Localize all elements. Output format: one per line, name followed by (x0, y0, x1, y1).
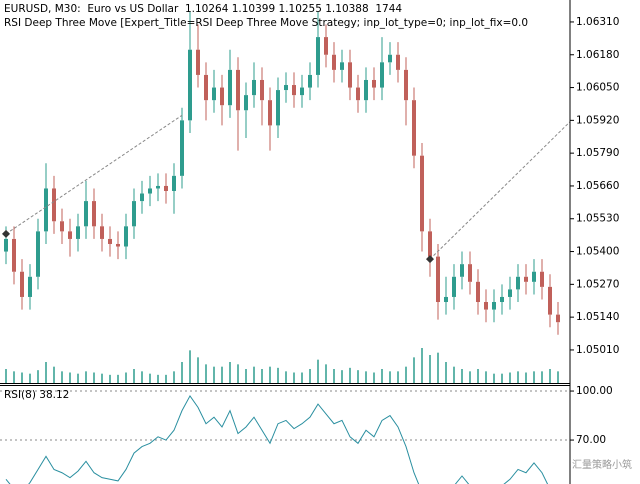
candle-body (4, 238, 8, 252)
candle-body (260, 79, 264, 101)
rsi-title: RSI(8) 38.12 (4, 389, 69, 401)
candle-body (228, 69, 232, 106)
trade-line (5, 114, 183, 235)
candle-body (380, 62, 384, 88)
candle-body (284, 85, 288, 91)
candle-body (412, 100, 416, 156)
candle-body (436, 256, 440, 303)
candle-body (420, 155, 424, 232)
candle-body (292, 85, 296, 96)
y-tick-label: 70.00 (576, 434, 606, 446)
y-tick-label: 1.05660 (576, 180, 619, 192)
candle-body (532, 271, 536, 282)
candle-body (252, 79, 256, 96)
chart-title: EURUSD, M30: Euro vs US Dollar 1.10264 1… (4, 3, 402, 15)
candle-body (204, 74, 208, 101)
candle-body (108, 238, 112, 244)
candle-body (84, 201, 88, 227)
candle-body (556, 314, 560, 323)
candle-body (268, 100, 272, 126)
candle-body (76, 226, 80, 239)
candle-body (428, 231, 432, 257)
candle-body (148, 188, 152, 194)
candle-body (20, 271, 24, 297)
candles (2, 11, 570, 383)
y-tick-label: 1.05010 (576, 344, 619, 356)
candle-body (500, 296, 504, 303)
candle-body (388, 54, 392, 63)
y-tick-label: 1.05400 (576, 246, 619, 258)
candle-body (116, 243, 120, 247)
candle-body (548, 286, 552, 315)
candle-body (12, 238, 16, 272)
candle-body (180, 120, 184, 176)
candle-body (156, 185, 160, 189)
y-tick-label: 1.06050 (576, 82, 619, 94)
candle-body (372, 79, 376, 88)
candle-body (524, 276, 528, 282)
candle-body (332, 54, 336, 70)
header-box: EURUSD, M30: Euro vs US Dollar 1.10264 1… (4, 3, 528, 29)
candle-body (540, 271, 544, 287)
candle-body (100, 226, 104, 239)
candle-body (356, 87, 360, 101)
candle-body (52, 188, 56, 222)
candle-body (212, 87, 216, 101)
rsi (5, 394, 549, 484)
candle-body (340, 62, 344, 70)
candle-body (172, 175, 176, 191)
candle-body (364, 79, 368, 101)
candle-body (484, 302, 488, 310)
y-tick-label: 100.00 (576, 385, 613, 397)
candle-body (516, 276, 520, 290)
candle-body (44, 188, 48, 232)
candle-body (244, 95, 248, 111)
candle-body (236, 69, 240, 111)
candle-body (164, 185, 168, 191)
y-tick-label: 1.06180 (576, 49, 619, 61)
candle-body (468, 264, 472, 282)
trade-marker (2, 229, 10, 238)
candle-body (460, 264, 464, 277)
chart-subtitle: RSI Deep Three Move [Expert_Title=RSI De… (4, 17, 528, 29)
candle-body (92, 201, 96, 227)
candle-body (28, 276, 32, 297)
candle-body (132, 201, 136, 227)
candle-body (404, 69, 408, 101)
candle-body (60, 221, 64, 232)
candle-body (348, 62, 352, 88)
y-tick-label: 1.06310 (576, 16, 619, 28)
candle-body (444, 296, 448, 303)
candle-body (300, 87, 304, 96)
candle-body (36, 231, 40, 277)
candle-body (220, 87, 224, 106)
y-tick-label: 1.05920 (576, 114, 619, 126)
y-tick-label: 1.05270 (576, 278, 619, 290)
watermark: 汇量策略小筑 (572, 458, 632, 471)
rsi-line (5, 394, 549, 484)
candle-body (508, 289, 512, 297)
candle-body (124, 226, 128, 247)
y-tick-label: 1.05530 (576, 213, 619, 225)
candle-body (476, 281, 480, 303)
y-tick-label: 1.05140 (576, 311, 619, 323)
candle-body (452, 276, 456, 297)
candle-body (492, 302, 496, 310)
candle-body (308, 74, 312, 88)
candle-body (324, 37, 328, 55)
candle-body (276, 90, 280, 126)
trade-marker (426, 255, 434, 264)
candle-body (68, 231, 72, 239)
candle-body (140, 193, 144, 202)
y-tick-label: 1.05790 (576, 147, 619, 159)
candle-body (396, 54, 400, 70)
candle-body (188, 49, 192, 121)
candle-body (196, 49, 200, 75)
candle-body (316, 37, 320, 75)
trade-line (429, 121, 570, 260)
